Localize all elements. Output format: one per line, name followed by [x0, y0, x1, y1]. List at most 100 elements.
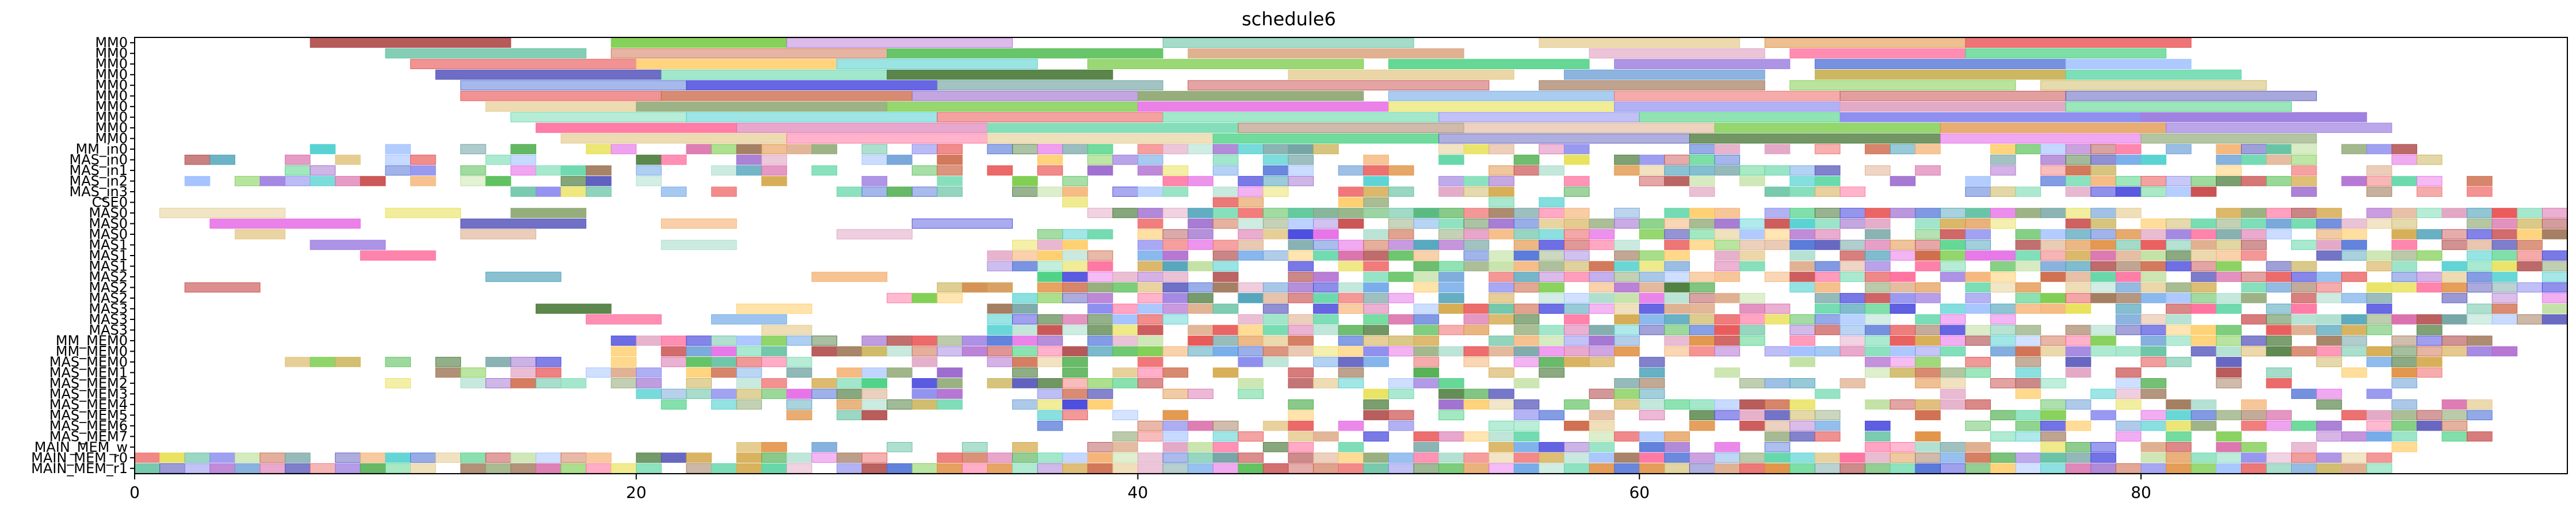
task-bar	[1238, 314, 1264, 325]
task-bar	[1539, 463, 1564, 474]
task-bar	[1814, 144, 1841, 154]
y-tick-label: MAS2	[89, 279, 128, 295]
task-bar	[1338, 357, 1364, 367]
y-tick-label: MM0	[95, 88, 128, 104]
task-bar	[2391, 272, 2417, 282]
task-bar	[811, 442, 838, 452]
task-bar	[937, 80, 1163, 90]
y-tick-label: MAS_MEM3	[49, 386, 128, 402]
task-bar	[1589, 357, 1615, 367]
task-bar	[1489, 197, 1514, 208]
task-bar	[1965, 176, 1991, 186]
task-bar	[1413, 367, 1440, 378]
task-bar	[1062, 176, 1088, 186]
task-bar	[2090, 325, 2116, 336]
task-bar	[2015, 431, 2041, 442]
task-bar	[1990, 186, 2016, 197]
task-bar	[586, 144, 612, 154]
task-bar	[1539, 197, 1564, 208]
task-bar	[1564, 325, 1590, 336]
task-bar	[1689, 133, 1941, 144]
task-bar	[1313, 229, 1339, 239]
task-bar	[2015, 303, 2041, 314]
task-bar	[887, 442, 913, 452]
task-bar	[1589, 218, 1615, 229]
task-bar	[2216, 367, 2242, 378]
task-bar	[1037, 378, 1063, 389]
task-bar	[1564, 229, 1590, 239]
task-bar	[1463, 176, 1490, 186]
task-bar	[2467, 399, 2493, 410]
task-bar	[2441, 431, 2468, 442]
task-bar	[1138, 293, 1163, 303]
task-bar	[811, 165, 838, 176]
task-bar	[1915, 165, 1941, 176]
task-bar	[1188, 282, 1213, 293]
task-bar	[2341, 272, 2367, 282]
task-bar	[786, 410, 812, 421]
task-bar	[535, 367, 562, 378]
task-bar	[1789, 336, 1815, 346]
task-bar	[837, 367, 863, 378]
task-bar	[1840, 346, 1866, 357]
task-bar	[2115, 282, 2142, 293]
task-bar	[1564, 336, 1590, 346]
task-bar	[837, 59, 1038, 70]
task-bar	[987, 336, 1013, 346]
task-bar	[259, 463, 285, 474]
task-bar	[1162, 293, 1189, 303]
task-bar	[560, 176, 587, 186]
task-bar	[1789, 463, 1815, 474]
task-bar	[1313, 144, 1339, 154]
task-bar	[1940, 303, 1966, 314]
task-bar	[786, 144, 812, 154]
task-bar	[1915, 336, 1941, 346]
task-bar	[2241, 410, 2267, 421]
task-bar	[686, 144, 712, 154]
task-bar	[2166, 293, 2192, 303]
task-bar	[2391, 378, 2417, 389]
task-bar	[1238, 463, 1264, 474]
task-bar	[1489, 218, 1514, 229]
task-bar	[1564, 463, 1590, 474]
task-bar	[2291, 314, 2317, 325]
task-bar	[259, 176, 285, 186]
task-bar	[2216, 303, 2242, 314]
task-bar	[2115, 378, 2142, 389]
task-bar	[1513, 336, 1540, 346]
task-bar	[1865, 261, 1891, 272]
task-bar	[1915, 239, 1941, 250]
task-bar	[1162, 431, 1189, 442]
task-bar	[1589, 261, 1615, 272]
task-bar	[1539, 293, 1564, 303]
task-bar	[2391, 250, 2417, 261]
task-bar	[1589, 48, 1765, 59]
task-bar	[1814, 272, 1841, 282]
task-bar	[2417, 367, 2443, 378]
task-bar	[1614, 463, 1640, 474]
task-bar	[1062, 239, 1088, 250]
task-bar	[2015, 325, 2041, 336]
task-bar	[1789, 176, 1815, 186]
task-bar	[1564, 218, 1590, 229]
task-bar	[2266, 325, 2292, 336]
task-bar	[2241, 176, 2267, 186]
task-bar	[1262, 357, 1289, 367]
task-bar	[2341, 431, 2367, 442]
task-bar	[1012, 399, 1038, 410]
task-bar	[1262, 293, 1289, 303]
task-bar	[2065, 367, 2092, 378]
task-bar	[2166, 336, 2192, 346]
task-bar	[1388, 452, 1414, 463]
task-bar	[1764, 378, 1791, 389]
task-bar	[234, 452, 261, 463]
task-bar	[485, 357, 512, 367]
task-bar	[1463, 452, 1490, 463]
task-bar	[1489, 336, 1514, 346]
task-bar	[1087, 346, 1113, 357]
task-bar	[1639, 367, 1665, 378]
y-tick-label: MAS2	[89, 290, 128, 306]
task-bar	[2417, 282, 2443, 293]
task-bar	[2467, 208, 2493, 218]
